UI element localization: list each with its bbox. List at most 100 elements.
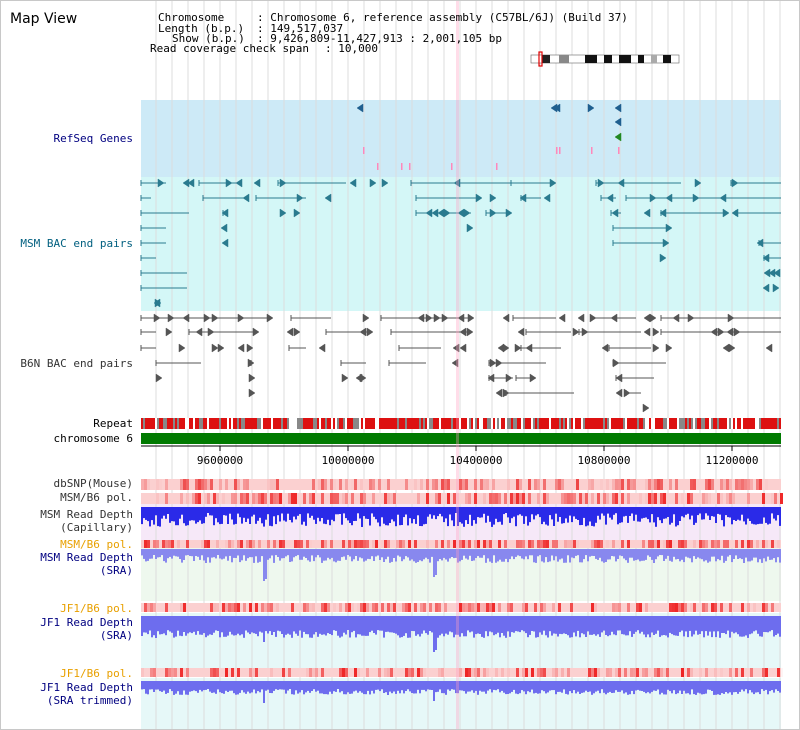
jf1-b6-pol-strip-1-cell: [381, 603, 384, 612]
msm-sra-depth-bar: [417, 549, 419, 562]
jf1-b6-pol-strip-1-cell: [405, 603, 408, 612]
repeat-bar-gap: [651, 418, 653, 429]
msm-sra-depth-bar: [427, 549, 429, 560]
msm-capillary-depth-bar: [731, 507, 733, 525]
jf1-b6-pol-strip-2-cell: [687, 668, 690, 677]
msm-capillary-depth-bar: [491, 507, 493, 527]
track-label-msm-depth-sra[interactable]: MSM Read Depth: [40, 551, 133, 564]
track-label-msm-depth-capillary[interactable]: MSM Read Depth: [40, 508, 133, 521]
jf1-trimmed-depth-bar: [379, 681, 381, 692]
jf1-sra-depth-bar: [245, 616, 247, 631]
msm-sra-depth-bar: [647, 549, 649, 556]
msm-b6-pol-strip-1-cell: [579, 493, 582, 504]
dbsnp-strip-cell: [507, 479, 510, 490]
msm-b6-pol-strip-1-cell: [648, 493, 651, 504]
msm-b6-pol-strip-2-cell: [372, 540, 375, 548]
msm-capillary-depth-bar: [489, 507, 491, 522]
track-label-jf1-depth-trimmed[interactable]: JF1 Read Depth: [40, 681, 133, 694]
track-label-refseq[interactable]: RefSeq Genes: [53, 132, 133, 145]
jf1-trimmed-depth-bar: [365, 681, 367, 695]
jf1-b6-pol-strip-1-cell: [351, 603, 354, 612]
msm-b6-pol-strip-1-cell: [234, 493, 237, 504]
jf1-sra-depth-bar: [625, 616, 627, 636]
msm-sra-depth-bar: [779, 549, 781, 563]
jf1-b6-pol-strip-1-cell: [309, 603, 312, 612]
jf1-b6-pol-strip-1-cell: [252, 603, 255, 612]
msm-sra-depth-bar: [191, 549, 193, 557]
jf1-trimmed-depth-bar: [195, 681, 197, 692]
jf1-b6-pol-strip-1-cell: [408, 603, 411, 612]
jf1-sra-depth-bar: [443, 616, 445, 637]
track-label-repeat[interactable]: Repeat: [93, 417, 133, 430]
jf1-trimmed-depth-bar: [179, 681, 181, 695]
repeat-bar-gap: [637, 418, 639, 429]
msm-sra-depth-bar: [231, 549, 233, 563]
jf1-trimmed-depth-bar: [315, 681, 317, 692]
track-label-b6n-bac[interactable]: B6N BAC end pairs: [20, 357, 133, 370]
msm-sra-depth-bar: [669, 549, 671, 561]
jf1-trimmed-depth-bar: [733, 681, 735, 693]
track-label-msm-b6-pol-2[interactable]: MSM/B6 pol.: [60, 538, 133, 551]
dbsnp-strip-cell: [657, 479, 660, 490]
msm-sra-depth-bar: [261, 549, 263, 557]
msm-sra-depth-bar: [301, 549, 303, 560]
jf1-trimmed-depth-bar: [703, 681, 705, 695]
msm-b6-pol-strip-2-cell: [684, 540, 687, 548]
msm-sra-depth-bar: [403, 549, 405, 560]
jf1-trimmed-depth-bar: [619, 681, 621, 692]
msm-capillary-depth-bar: [415, 507, 417, 524]
msm-capillary-depth-bar: [385, 507, 387, 526]
msm-sra-depth-bar: [173, 549, 175, 556]
msm-capillary-depth-bar: [503, 507, 505, 515]
jf1-trimmed-depth-bar: [693, 681, 695, 695]
msm-capillary-depth-bar: [397, 507, 399, 515]
msm-b6-pol-strip-1-cell: [606, 493, 609, 504]
msm-sra-depth-bar: [187, 549, 189, 555]
jf1-sra-depth-bar: [309, 616, 311, 638]
msm-capillary-depth-bar: [177, 507, 179, 526]
jf1-sra-depth-bar: [365, 616, 367, 636]
msm-b6-pol-strip-2-cell: [552, 540, 555, 548]
jf1-sra-depth-bar: [353, 616, 355, 631]
msm-sra-depth-bar: [257, 549, 259, 563]
dbsnp-strip-cell: [561, 479, 564, 490]
msm-sra-depth-bar: [229, 549, 231, 556]
jf1-sra-depth-bar: [293, 616, 295, 632]
jf1-b6-pol-strip-1-cell: [393, 603, 396, 612]
msm-b6-pol-strip-1-cell: [339, 493, 342, 504]
track-label-jf1-b6-pol-2[interactable]: JF1/B6 pol.: [60, 667, 133, 680]
jf1-trimmed-depth-bar: [289, 681, 291, 689]
dbsnp-strip-cell: [618, 479, 621, 490]
msm-b6-pol-strip-2-cell: [516, 540, 519, 548]
jf1-b6-pol-strip-2-cell: [171, 668, 174, 677]
msm-sra-depth-bar: [771, 549, 773, 560]
track-label-msm-bac[interactable]: MSM BAC end pairs: [20, 237, 133, 250]
refseq-transcript-mark: [451, 163, 453, 170]
msm-b6-pol-strip-2-cell: [297, 540, 300, 548]
jf1-b6-pol-strip-2-cell: [567, 668, 570, 677]
msm-capillary-depth-bar: [669, 507, 671, 525]
jf1-trimmed-depth-bar: [165, 681, 167, 694]
track-label-jf1-b6-pol-1[interactable]: JF1/B6 pol.: [60, 602, 133, 615]
msm-capillary-depth-bar: [375, 507, 377, 520]
track-label-msm-b6-pol-1[interactable]: MSM/B6 pol.: [60, 491, 133, 504]
msm-sra-depth-bar: [603, 549, 605, 563]
msm-sra-depth-bar: [245, 549, 247, 561]
jf1-trimmed-depth-bar: [551, 681, 553, 691]
jf1-b6-pol-strip-1-cell: [459, 603, 462, 612]
msm-capillary-depth-bar: [201, 507, 203, 524]
chromosome-ideogram[interactable]: [530, 51, 680, 67]
jf1-b6-pol-strip-2-cell: [168, 668, 171, 677]
msm-sra-depth-bar: [515, 549, 517, 557]
jf1-trimmed-depth-bar: [481, 681, 483, 692]
jf1-b6-pol-strip-1-cell: [183, 603, 186, 612]
track-label-chromosome[interactable]: chromosome 6: [53, 432, 133, 445]
track-label-dbsnp[interactable]: dbSNP(Mouse): [53, 477, 133, 490]
jf1-trimmed-depth-bar: [247, 681, 249, 692]
msm-capillary-depth-bar: [427, 507, 429, 517]
track-label-jf1-depth-sra[interactable]: JF1 Read Depth: [40, 616, 133, 629]
jf1-trimmed-depth-bar: [173, 681, 175, 695]
b6n-bac-arrow: [341, 373, 349, 383]
repeat-bar-gap: [609, 418, 611, 429]
